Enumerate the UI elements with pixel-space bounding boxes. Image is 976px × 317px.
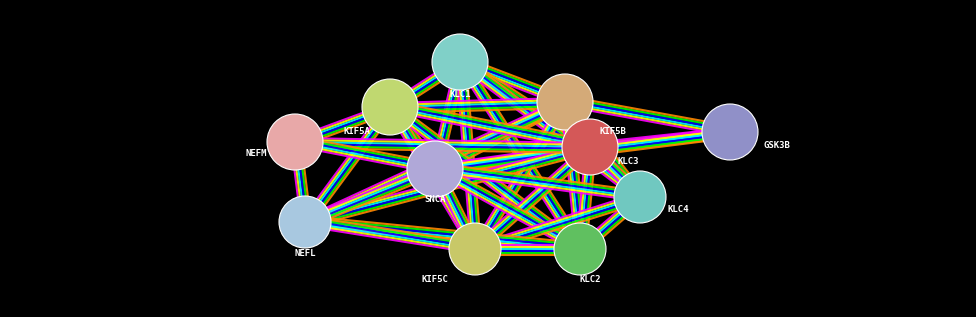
Text: KLC1: KLC1	[449, 90, 470, 99]
Text: GSK3B: GSK3B	[764, 140, 791, 150]
Text: KLC4: KLC4	[668, 204, 689, 214]
Circle shape	[432, 34, 488, 90]
Circle shape	[267, 114, 323, 170]
Text: KIF5C: KIF5C	[421, 275, 448, 284]
Circle shape	[362, 79, 418, 135]
Text: NEFL: NEFL	[294, 249, 316, 258]
Circle shape	[702, 104, 758, 160]
Circle shape	[614, 171, 666, 223]
Text: KLC2: KLC2	[580, 275, 601, 284]
Circle shape	[407, 141, 463, 197]
Circle shape	[562, 119, 618, 175]
Circle shape	[537, 74, 593, 130]
Text: KIF5B: KIF5B	[600, 127, 627, 136]
Text: NEFM: NEFM	[246, 150, 267, 158]
Circle shape	[449, 223, 501, 275]
Text: SNCA: SNCA	[425, 195, 446, 204]
Text: KIF5A: KIF5A	[344, 127, 370, 136]
Circle shape	[554, 223, 606, 275]
Text: KLC3: KLC3	[618, 158, 639, 166]
Circle shape	[279, 196, 331, 248]
